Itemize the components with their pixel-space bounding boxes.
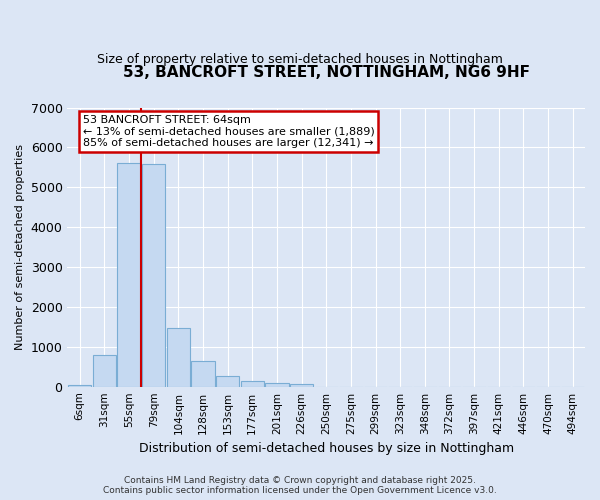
Y-axis label: Number of semi-detached properties: Number of semi-detached properties: [15, 144, 25, 350]
Bar: [216, 376, 239, 386]
Title: 53, BANCROFT STREET, NOTTINGHAM, NG6 9HF: 53, BANCROFT STREET, NOTTINGHAM, NG6 9HF: [123, 65, 530, 80]
Text: 53 BANCROFT STREET: 64sqm
← 13% of semi-detached houses are smaller (1,889)
85% : 53 BANCROFT STREET: 64sqm ← 13% of semi-…: [83, 114, 374, 148]
Bar: [290, 384, 313, 386]
Bar: [68, 385, 91, 386]
Bar: [241, 380, 264, 386]
Text: Size of property relative to semi-detached houses in Nottingham: Size of property relative to semi-detach…: [97, 52, 503, 66]
Bar: [191, 361, 215, 386]
Text: Contains HM Land Registry data © Crown copyright and database right 2025.
Contai: Contains HM Land Registry data © Crown c…: [103, 476, 497, 495]
Bar: [167, 328, 190, 386]
X-axis label: Distribution of semi-detached houses by size in Nottingham: Distribution of semi-detached houses by …: [139, 442, 514, 455]
Bar: [142, 164, 166, 386]
Bar: [118, 164, 141, 386]
Bar: [265, 383, 289, 386]
Bar: [92, 355, 116, 386]
